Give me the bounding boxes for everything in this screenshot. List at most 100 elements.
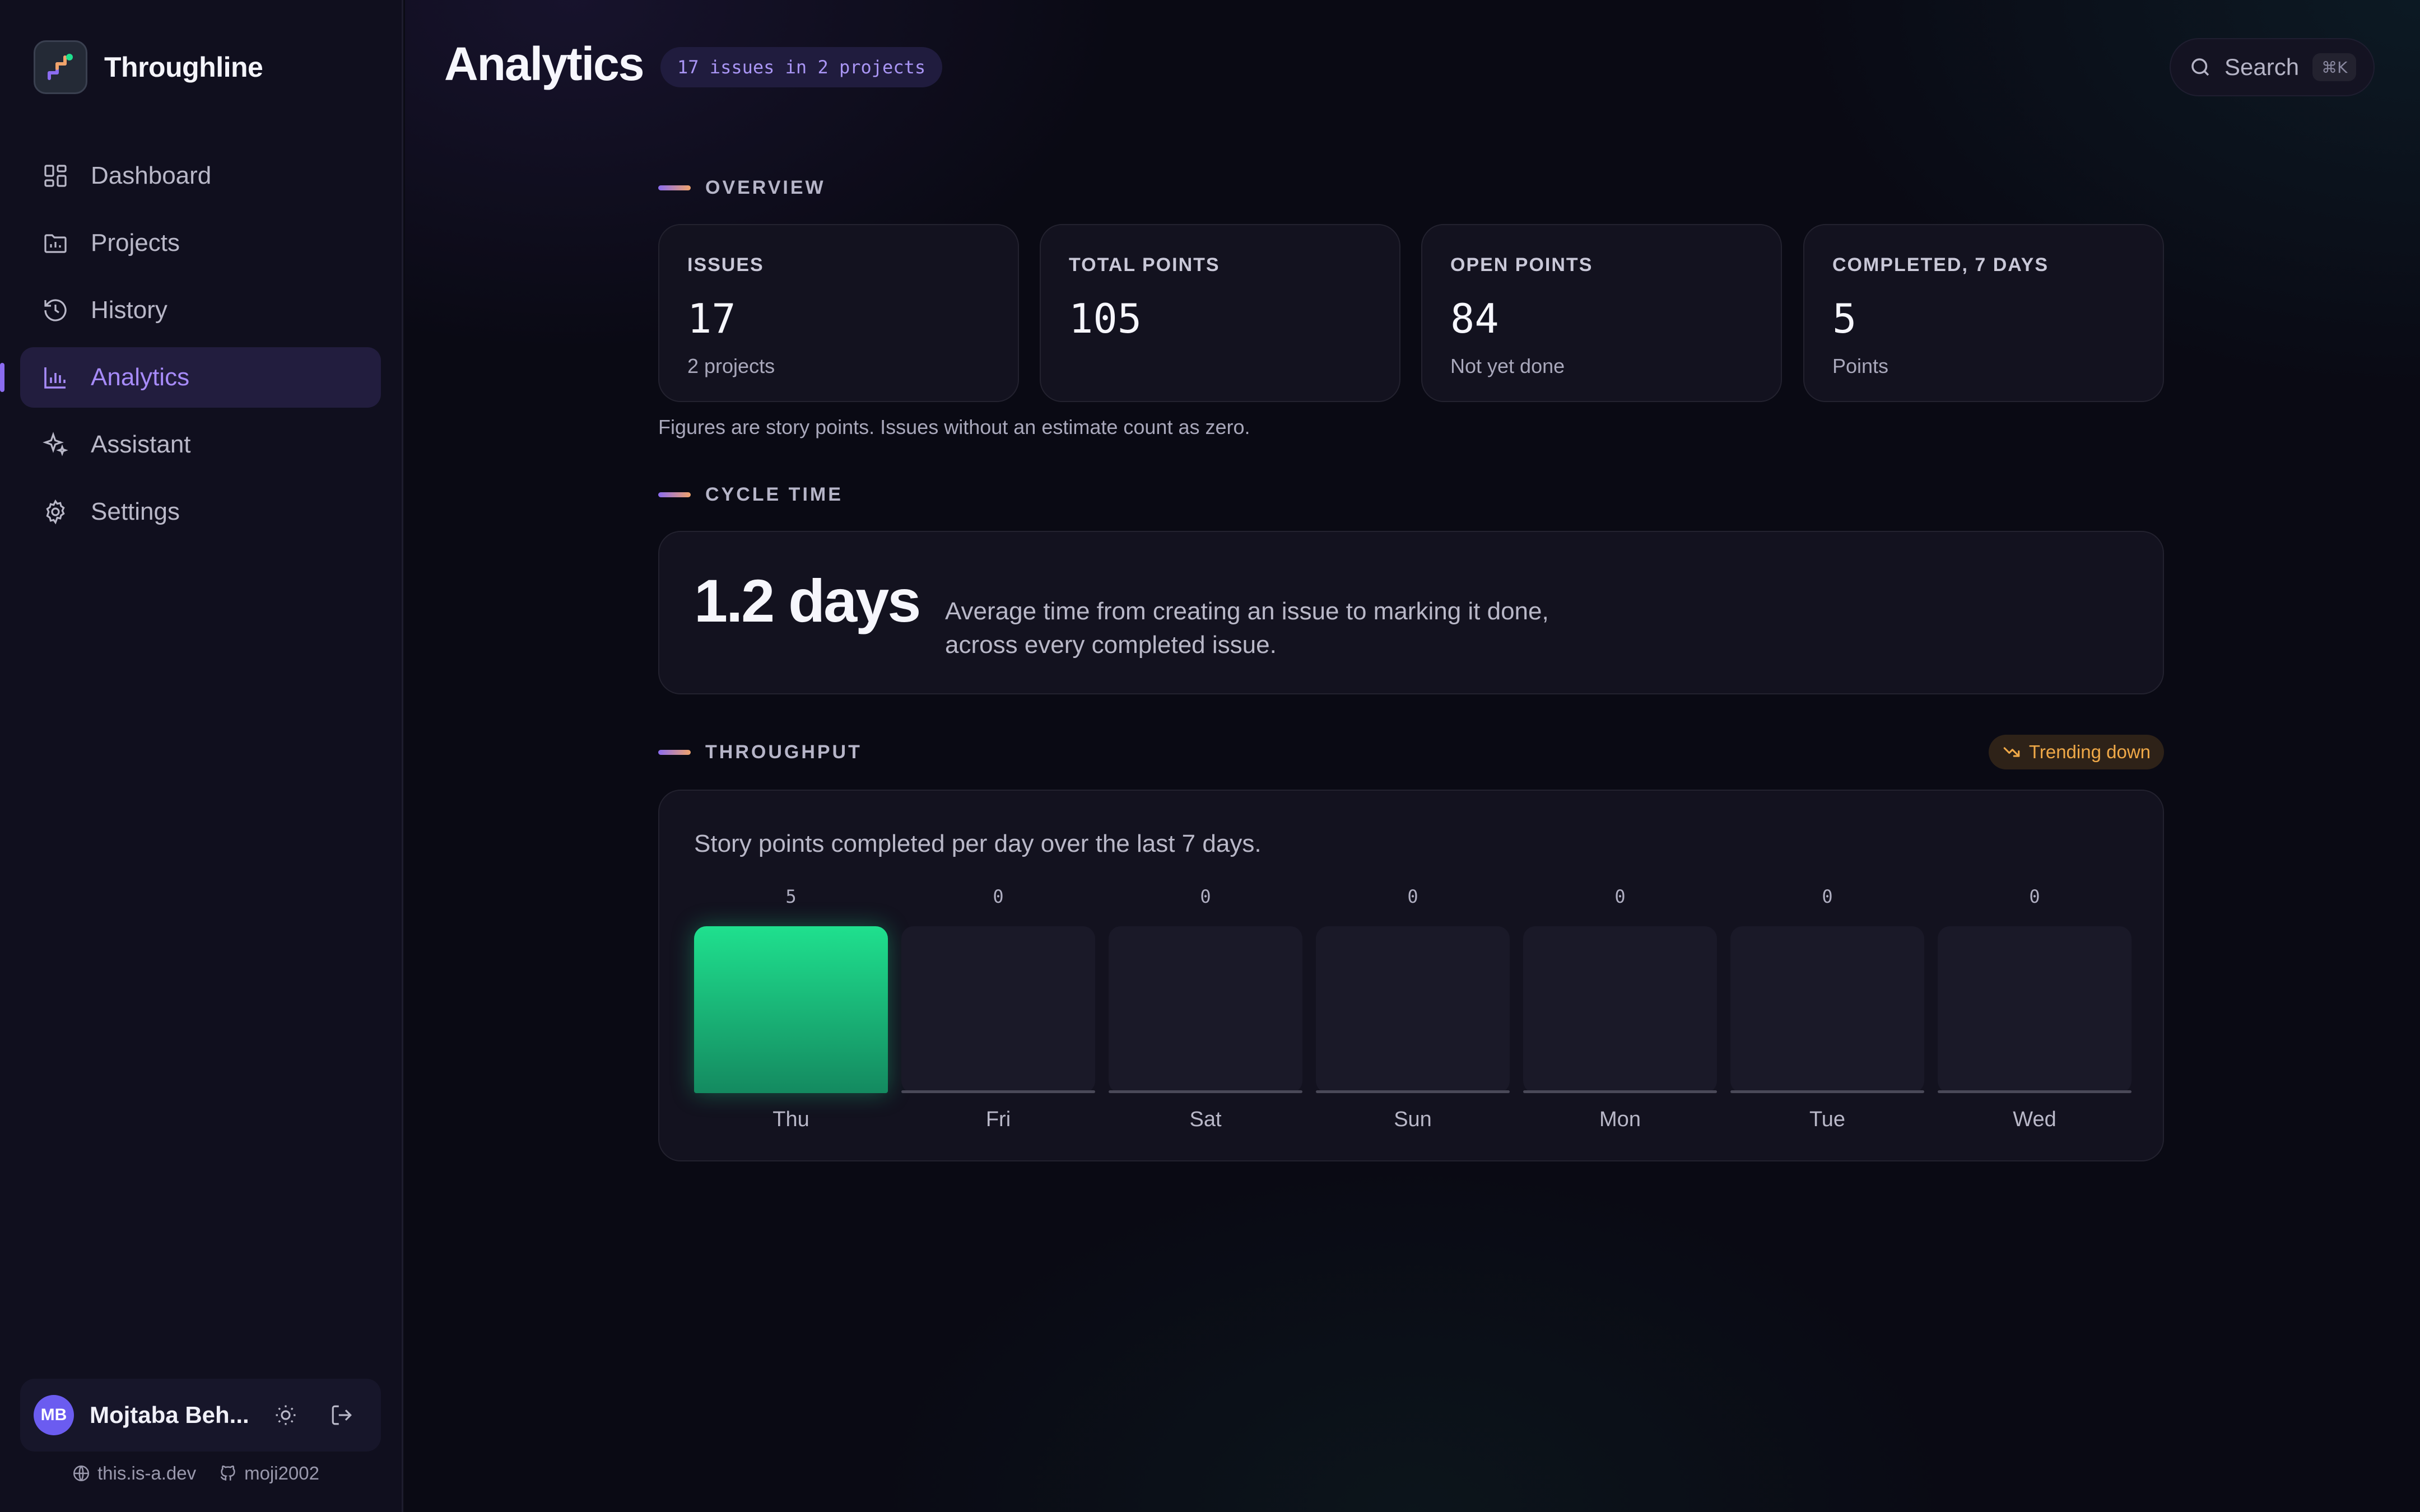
bar-column-sun: 0 Sun xyxy=(1316,886,1510,1138)
sidebar-item-history[interactable]: History xyxy=(20,280,381,340)
theme-toggle-button[interactable] xyxy=(263,1393,308,1438)
cycle-time-card: 1.2 days Average time from creating an i… xyxy=(658,531,2164,694)
bar xyxy=(901,1090,1095,1093)
sidebar-item-settings[interactable]: Settings xyxy=(20,482,381,542)
website-link[interactable]: this.is-a.dev xyxy=(72,1463,196,1484)
overview-heading: OVERVIEW xyxy=(658,177,826,199)
stat-value: 17 xyxy=(687,295,736,342)
avatar: MB xyxy=(34,1395,74,1435)
bar-column-wed: 0 Wed xyxy=(1938,886,2132,1138)
bar-value-label: 0 xyxy=(1822,886,1833,907)
stat-label: OPEN POINTS xyxy=(1450,254,1593,276)
sidebar-item-analytics[interactable]: Analytics xyxy=(0,347,381,408)
bar-track xyxy=(1523,926,1717,1093)
main-area: Analytics 17 issues in 2 projects Search… xyxy=(405,0,2420,1512)
bar-category-label: Thu xyxy=(772,1108,809,1131)
bar-value-label: 0 xyxy=(2029,886,2040,907)
bar-track xyxy=(1316,926,1510,1093)
bar-column-sat: 0 Sat xyxy=(1109,886,1302,1138)
brand-name: Throughline xyxy=(104,52,263,83)
stat-value: 84 xyxy=(1450,295,1499,342)
bar-track xyxy=(1938,926,2132,1093)
sidebar-item-label: Settings xyxy=(91,498,180,525)
bar-category-label: Wed xyxy=(2013,1108,2056,1131)
throughput-card: Story points completed per day over the … xyxy=(658,790,2164,1161)
sidebar-item-label: Analytics xyxy=(91,363,190,391)
throughput-description: Story points completed per day over the … xyxy=(694,830,1262,857)
bar-track xyxy=(694,926,888,1093)
bar-column-tue: 0 Tue xyxy=(1730,886,1924,1138)
globe-icon xyxy=(73,1465,90,1482)
trend-badge: Trending down xyxy=(1988,735,2164,769)
stat-value: 5 xyxy=(1832,295,1857,342)
bar-value-label: 5 xyxy=(785,886,797,907)
bar-category-label: Sun xyxy=(1394,1108,1432,1131)
bar-chart-icon xyxy=(40,362,71,393)
section-accent-bar xyxy=(658,750,691,755)
user-card[interactable]: MB Mojtaba Beh... xyxy=(20,1379,381,1452)
stat-sub: Points xyxy=(1832,354,1889,377)
sidebar-nav: Dashboard Projects History Analytics xyxy=(0,146,381,549)
bar xyxy=(1523,1090,1717,1093)
sidebar-item-dashboard[interactable]: Dashboard xyxy=(20,146,381,206)
stat-card-open-points: OPEN POINTS 84 Not yet done xyxy=(1421,224,1782,402)
bar-category-label: Sat xyxy=(1189,1108,1222,1131)
sidebar: Throughline Dashboard Projects History xyxy=(0,0,403,1512)
github-link-label: moji2002 xyxy=(244,1463,319,1483)
user-name: Mojtaba Beh... xyxy=(90,1402,249,1428)
history-icon xyxy=(40,295,71,325)
bar-track xyxy=(1730,926,1924,1093)
footer-links: this.is-a.dev moji2002 xyxy=(72,1463,342,1484)
search-shortcut: ⌘K xyxy=(2312,53,2357,81)
sign-out-icon xyxy=(332,1405,352,1425)
overview-heading-label: OVERVIEW xyxy=(705,177,826,198)
trend-label: Trending down xyxy=(2028,741,2151,762)
stat-value: 105 xyxy=(1069,295,1142,342)
throughline-logo-icon xyxy=(34,40,87,94)
sun-icon xyxy=(276,1405,296,1425)
search-button[interactable]: Search ⌘K xyxy=(2170,38,2375,96)
stat-label: TOTAL POINTS xyxy=(1069,254,1220,276)
dashboard-icon xyxy=(40,161,71,191)
bar-value-label: 0 xyxy=(1407,886,1418,907)
bar-value-label: 0 xyxy=(1200,886,1211,907)
bar-track xyxy=(1109,926,1302,1093)
bar-value-label: 0 xyxy=(993,886,1004,907)
github-link[interactable]: moji2002 xyxy=(218,1463,319,1484)
bar xyxy=(694,926,888,1093)
search-label: Search xyxy=(2224,54,2300,80)
bar-value-label: 0 xyxy=(1614,886,1626,907)
trending-down-icon xyxy=(2003,747,2020,757)
brand[interactable]: Throughline xyxy=(34,40,263,94)
bar-column-mon: 0 Mon xyxy=(1523,886,1717,1138)
sign-out-button[interactable] xyxy=(319,1393,364,1438)
website-link-label: this.is-a.dev xyxy=(97,1463,197,1483)
bar-column-thu: 5 Thu xyxy=(694,886,888,1138)
issues-count-badge: 17 issues in 2 projects xyxy=(660,47,943,87)
page-title: Analytics xyxy=(444,38,644,90)
sidebar-item-projects[interactable]: Projects xyxy=(20,213,381,273)
stat-card-issues: ISSUES 17 2 projects xyxy=(658,224,1019,402)
bar-track xyxy=(901,926,1095,1093)
throughput-heading: THROUGHPUT xyxy=(658,741,862,763)
bar xyxy=(1938,1090,2132,1093)
github-icon xyxy=(220,1466,235,1481)
bar-category-label: Mon xyxy=(1599,1108,1641,1131)
cycle-time-heading: CYCLE TIME xyxy=(658,484,843,506)
bar xyxy=(1316,1090,1510,1093)
cycle-time-heading-label: CYCLE TIME xyxy=(705,484,843,505)
throughput-heading-label: THROUGHPUT xyxy=(705,741,862,763)
bar xyxy=(1109,1090,1302,1093)
section-accent-bar xyxy=(658,185,691,190)
sidebar-item-assistant[interactable]: Assistant xyxy=(20,414,381,475)
bar-category-label: Fri xyxy=(985,1108,1011,1131)
stat-sub: Not yet done xyxy=(1450,354,1565,377)
bar xyxy=(1730,1090,1924,1093)
cycle-time-description: Average time from creating an issue to m… xyxy=(945,598,1549,659)
sparkle-icon xyxy=(40,430,71,460)
gear-icon xyxy=(40,497,71,527)
stat-card-total-points: TOTAL POINTS 105 xyxy=(1040,224,1400,402)
overview-note: Figures are story points. Issues without… xyxy=(658,416,1250,438)
sidebar-item-label: History xyxy=(91,296,167,324)
